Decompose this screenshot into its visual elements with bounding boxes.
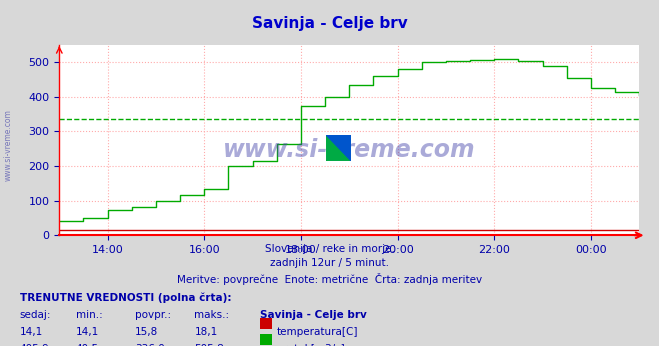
Text: 18,1: 18,1	[194, 327, 217, 337]
Text: sedaj:: sedaj:	[20, 310, 51, 320]
Text: 15,8: 15,8	[135, 327, 158, 337]
Bar	[339, 135, 351, 148]
Text: povpr.:: povpr.:	[135, 310, 171, 320]
Text: min.:: min.:	[76, 310, 103, 320]
Text: 405,9: 405,9	[20, 344, 49, 346]
Text: Savinja - Celje brv: Savinja - Celje brv	[252, 16, 407, 30]
Text: TRENUTNE VREDNOSTI (polna črta):: TRENUTNE VREDNOSTI (polna črta):	[20, 292, 231, 303]
Text: maks.:: maks.:	[194, 310, 229, 320]
Text: 40,5: 40,5	[76, 344, 99, 346]
Text: pretok[m3/s]: pretok[m3/s]	[277, 344, 345, 346]
Text: Savinja - Celje brv: Savinja - Celje brv	[260, 310, 367, 320]
Text: temperatura[C]: temperatura[C]	[277, 327, 358, 337]
Text: 336,0: 336,0	[135, 344, 165, 346]
Text: www.si-vreme.com: www.si-vreme.com	[3, 109, 13, 181]
Text: 505,8: 505,8	[194, 344, 224, 346]
Text: 14,1: 14,1	[76, 327, 99, 337]
Polygon shape	[326, 135, 351, 161]
Text: 14,1: 14,1	[20, 327, 43, 337]
Text: Slovenija / reke in morje.: Slovenija / reke in morje.	[264, 244, 395, 254]
Text: www.si-vreme.com: www.si-vreme.com	[223, 138, 476, 162]
Text: zadnjih 12ur / 5 minut.: zadnjih 12ur / 5 minut.	[270, 258, 389, 268]
Text: Meritve: povprečne  Enote: metrične  Črta: zadnja meritev: Meritve: povprečne Enote: metrične Črta:…	[177, 273, 482, 285]
Polygon shape	[326, 135, 351, 161]
Bar	[326, 135, 339, 148]
